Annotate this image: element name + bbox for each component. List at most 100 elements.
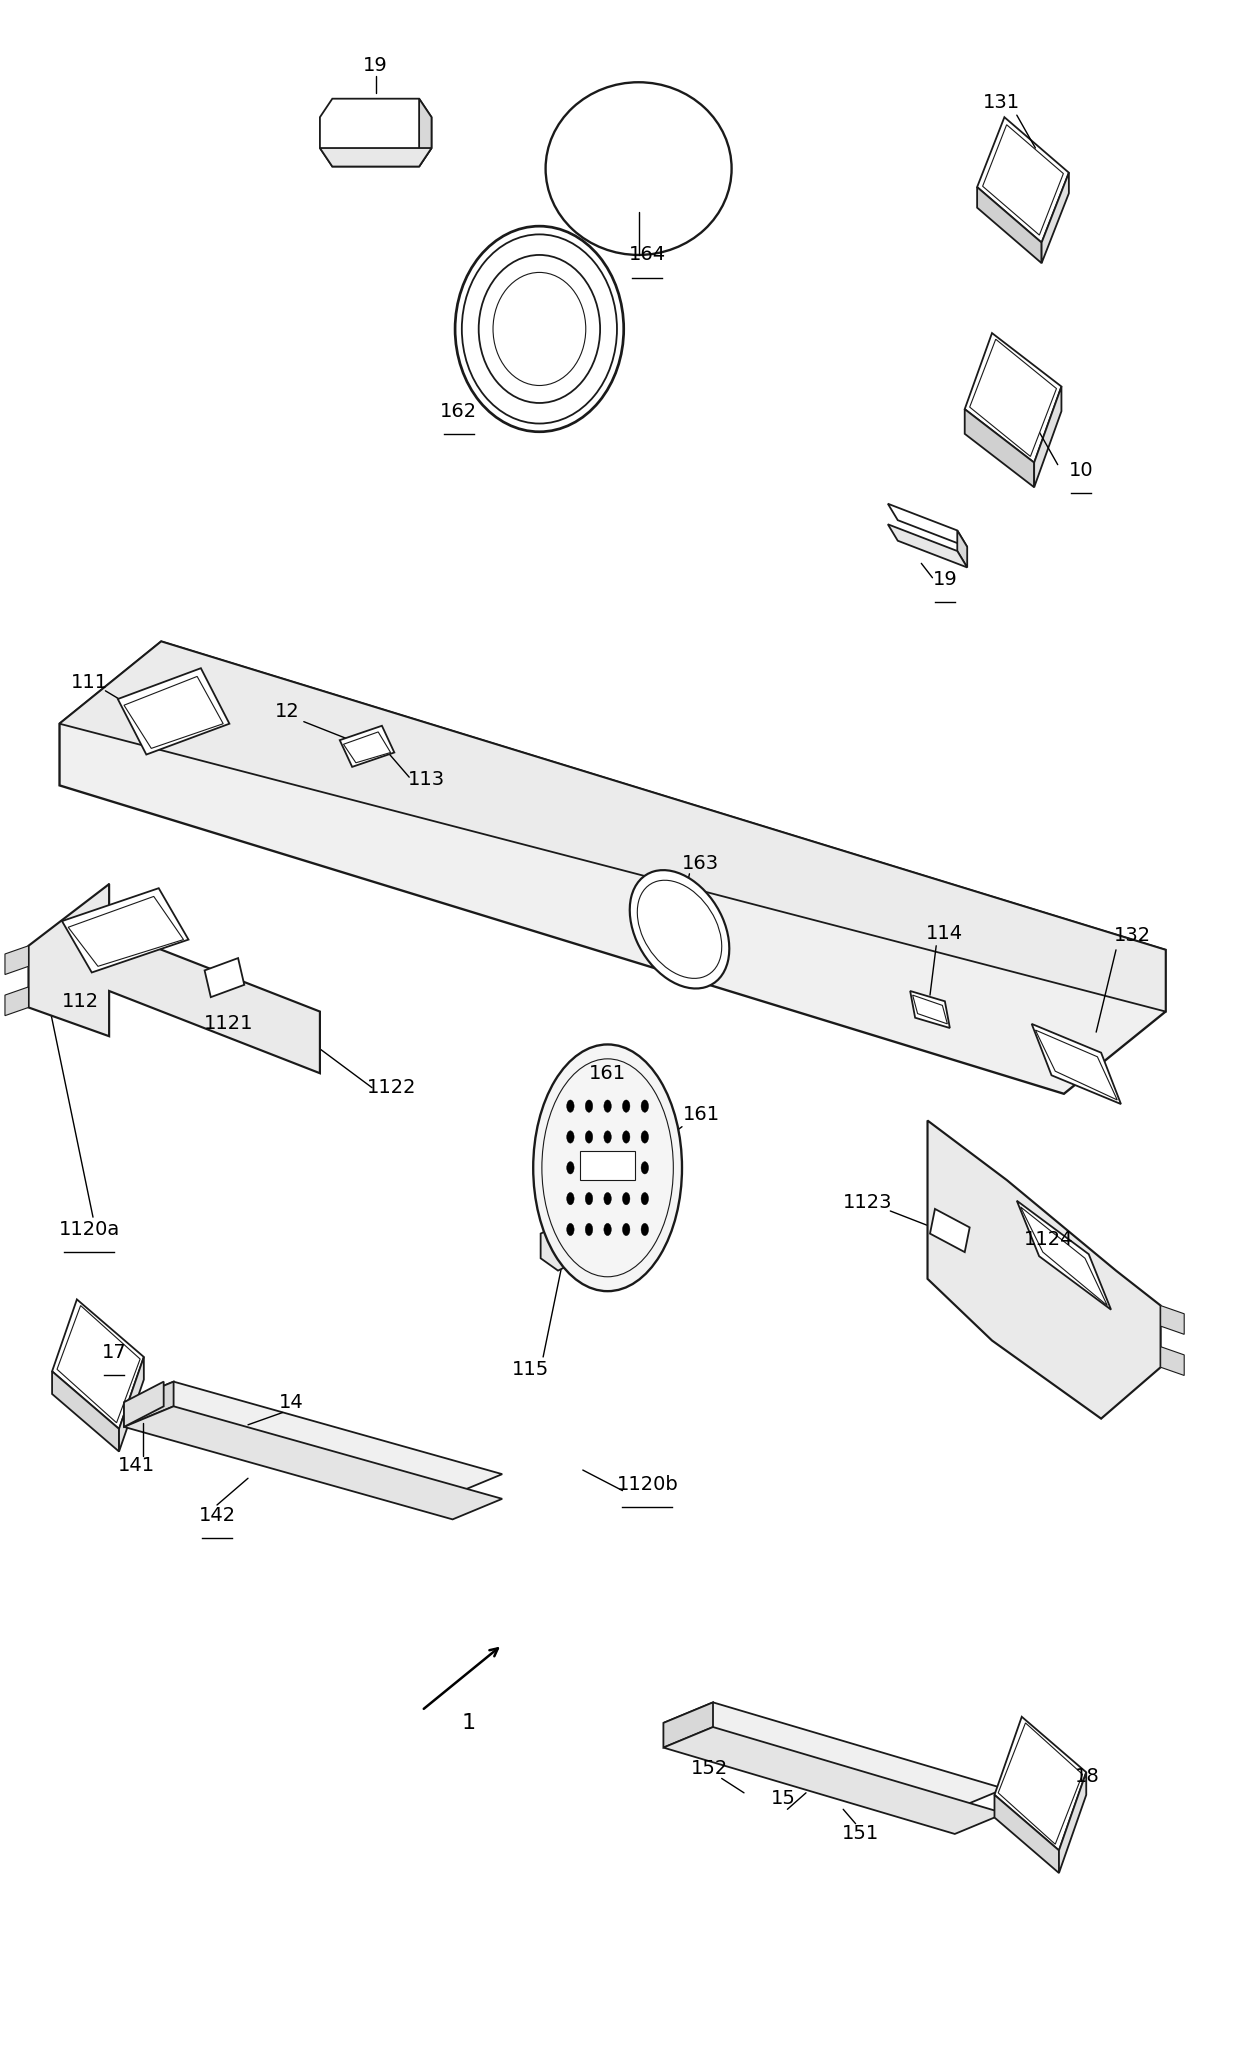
Polygon shape: [124, 1406, 502, 1519]
Polygon shape: [977, 117, 1069, 243]
Polygon shape: [965, 409, 1034, 487]
Text: 1: 1: [461, 1713, 476, 1733]
Circle shape: [585, 1131, 593, 1143]
Polygon shape: [118, 668, 229, 755]
Ellipse shape: [546, 82, 732, 255]
Text: 15: 15: [771, 1789, 796, 1809]
Polygon shape: [29, 884, 320, 1073]
Polygon shape: [124, 1382, 164, 1427]
Ellipse shape: [630, 870, 729, 989]
Circle shape: [622, 1223, 630, 1236]
Text: 132: 132: [1114, 925, 1151, 946]
Text: 1120b: 1120b: [616, 1474, 678, 1495]
Text: 131: 131: [983, 93, 1021, 113]
Text: 163: 163: [682, 853, 719, 874]
Polygon shape: [1035, 1030, 1117, 1100]
Polygon shape: [541, 1201, 657, 1271]
Text: 19: 19: [932, 570, 957, 590]
Circle shape: [604, 1223, 611, 1236]
Circle shape: [604, 1131, 611, 1143]
Circle shape: [622, 1100, 630, 1112]
Polygon shape: [62, 888, 188, 972]
Polygon shape: [930, 1209, 970, 1252]
Text: 1124: 1124: [1024, 1229, 1074, 1250]
Ellipse shape: [455, 226, 624, 432]
Circle shape: [567, 1192, 574, 1205]
Ellipse shape: [637, 880, 722, 979]
Ellipse shape: [494, 273, 585, 387]
Circle shape: [567, 1223, 574, 1236]
Text: 114: 114: [926, 923, 963, 944]
Polygon shape: [928, 1121, 1161, 1419]
Circle shape: [567, 1100, 574, 1112]
Polygon shape: [68, 896, 184, 966]
Polygon shape: [1017, 1201, 1111, 1310]
Ellipse shape: [533, 1044, 682, 1291]
Polygon shape: [419, 99, 432, 167]
Polygon shape: [888, 504, 967, 547]
Circle shape: [585, 1192, 593, 1205]
Polygon shape: [119, 1357, 144, 1452]
Text: 19: 19: [363, 56, 388, 76]
Polygon shape: [663, 1727, 1004, 1834]
Polygon shape: [52, 1299, 144, 1429]
Circle shape: [585, 1162, 593, 1174]
Polygon shape: [60, 641, 1166, 1012]
Text: 164: 164: [629, 245, 666, 265]
Polygon shape: [1161, 1347, 1184, 1375]
Text: 152: 152: [691, 1758, 728, 1778]
Polygon shape: [888, 524, 967, 567]
Polygon shape: [994, 1795, 1059, 1873]
Ellipse shape: [461, 234, 618, 424]
Text: 14: 14: [279, 1392, 304, 1412]
Text: 1122: 1122: [367, 1077, 417, 1098]
Circle shape: [585, 1100, 593, 1112]
Text: 12: 12: [275, 701, 300, 722]
Polygon shape: [913, 995, 947, 1024]
Text: 1121: 1121: [203, 1014, 253, 1034]
Text: 141: 141: [118, 1456, 155, 1476]
Polygon shape: [60, 641, 1166, 1094]
Circle shape: [604, 1100, 611, 1112]
Circle shape: [604, 1162, 611, 1174]
Circle shape: [622, 1131, 630, 1143]
Text: 111: 111: [71, 672, 108, 693]
Text: 161: 161: [683, 1104, 720, 1125]
Polygon shape: [1059, 1772, 1086, 1873]
Circle shape: [585, 1223, 593, 1236]
Text: 17: 17: [102, 1343, 126, 1363]
Circle shape: [641, 1131, 649, 1143]
Circle shape: [641, 1223, 649, 1236]
Circle shape: [604, 1192, 611, 1205]
Ellipse shape: [542, 1059, 673, 1277]
Text: 151: 151: [842, 1824, 879, 1844]
Circle shape: [622, 1192, 630, 1205]
Text: 18: 18: [1075, 1766, 1100, 1787]
Polygon shape: [910, 991, 950, 1028]
Polygon shape: [982, 125, 1064, 234]
Polygon shape: [998, 1723, 1083, 1844]
Text: 1120a: 1120a: [58, 1219, 120, 1240]
Polygon shape: [52, 1371, 119, 1452]
Polygon shape: [124, 1382, 174, 1427]
Polygon shape: [320, 148, 432, 167]
Circle shape: [641, 1192, 649, 1205]
Polygon shape: [124, 676, 223, 748]
Polygon shape: [5, 946, 29, 975]
Polygon shape: [124, 1382, 502, 1495]
Polygon shape: [663, 1702, 713, 1748]
Polygon shape: [57, 1306, 140, 1423]
Polygon shape: [1161, 1306, 1184, 1334]
Text: 113: 113: [408, 769, 445, 790]
Text: 112: 112: [62, 991, 99, 1012]
Polygon shape: [957, 530, 967, 567]
Ellipse shape: [479, 255, 600, 403]
Polygon shape: [1042, 173, 1069, 263]
Polygon shape: [340, 726, 394, 767]
Polygon shape: [1021, 1207, 1107, 1306]
Polygon shape: [580, 1151, 635, 1180]
Polygon shape: [205, 958, 244, 997]
Polygon shape: [1034, 387, 1061, 487]
Polygon shape: [320, 99, 432, 167]
Text: 10: 10: [1069, 461, 1094, 481]
